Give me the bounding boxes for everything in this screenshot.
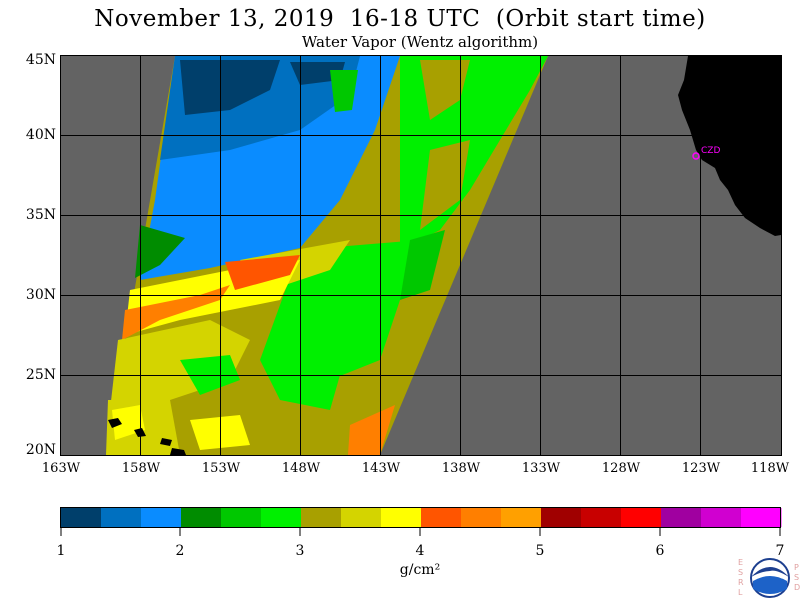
- colorbar-swatch: [741, 508, 782, 527]
- colorbar-unit-label: g/cm²: [399, 562, 441, 578]
- colorbar-swatch: [701, 508, 742, 527]
- lon-label-143w: 143W: [361, 461, 401, 476]
- colorbar-tick-2: 2: [175, 543, 185, 559]
- colorbar-swatch: [141, 508, 182, 527]
- colorbar-swatch: [61, 508, 102, 527]
- lat-label-20n: 20N: [25, 442, 56, 458]
- noaa-emblem-icon: [750, 558, 790, 598]
- colorbar-swatch: [541, 508, 582, 527]
- colorbar-swatch: [501, 508, 542, 527]
- colorbar-tick-6: 6: [655, 543, 665, 559]
- station-czd-marker: [692, 152, 700, 160]
- lon-label-153w: 153W: [201, 461, 241, 476]
- colorbar-swatch: [101, 508, 142, 527]
- lon-label-138w: 138W: [441, 461, 481, 476]
- map-area: [61, 56, 781, 455]
- colorbar-swatch: [181, 508, 222, 527]
- map-subtitle: Water Vapor (Wentz algorithm): [301, 33, 539, 51]
- map-frame: [60, 55, 782, 456]
- lon-label-158w: 158W: [121, 461, 161, 476]
- lon-label-148w: 148W: [281, 461, 321, 476]
- colorbar-swatch: [261, 508, 302, 527]
- map-grid: [61, 56, 781, 455]
- logo-letter-l: L: [738, 588, 743, 597]
- colorbar-swatch: [381, 508, 422, 527]
- logo-letter-d: D: [794, 583, 800, 592]
- colorbar-swatch: [461, 508, 502, 527]
- station-czd-label: CZD: [701, 146, 721, 156]
- lon-label-123w: 123W: [681, 461, 721, 476]
- lon-label-133w: 133W: [521, 461, 561, 476]
- lon-label-118w: 118W: [750, 461, 790, 476]
- logo-letter-e: E: [738, 558, 744, 567]
- colorbar-ticks: [60, 528, 781, 536]
- logo-letter-r: R: [738, 578, 744, 587]
- noaa-logo: E S R L P S D: [736, 557, 800, 600]
- colorbar-swatch: [421, 508, 462, 527]
- lat-label-30n: 30N: [25, 287, 56, 303]
- colorbar-tick-4: 4: [415, 543, 425, 559]
- logo-letter-s: S: [738, 568, 744, 577]
- map-title: November 13, 2019 16-18 UTC (Orbit start…: [94, 6, 706, 32]
- colorbar: [61, 508, 782, 527]
- colorbar-tick-1: 1: [56, 543, 66, 559]
- land-mass: [678, 56, 781, 236]
- lat-label-35n: 35N: [25, 207, 56, 223]
- colorbar-swatch: [581, 508, 622, 527]
- lon-label-128w: 128W: [601, 461, 641, 476]
- colorbar-tick-7: 7: [775, 543, 785, 559]
- lat-label-40n: 40N: [25, 127, 56, 143]
- colorbar-swatch: [341, 508, 382, 527]
- logo-letter-p: P: [794, 563, 799, 572]
- lon-label-163w: 163W: [41, 461, 81, 476]
- colorbar-swatch: [661, 508, 702, 527]
- colorbar-swatch: [621, 508, 662, 527]
- lat-label-25n: 25N: [25, 367, 56, 383]
- colorbar-tick-5: 5: [535, 543, 545, 559]
- logo-letter-s2: S: [794, 573, 800, 582]
- lat-label-45n: 45N: [25, 52, 56, 68]
- colorbar-swatch: [221, 508, 262, 527]
- colorbar-tick-3: 3: [295, 543, 305, 559]
- colorbar-frame: [60, 507, 781, 528]
- colorbar-swatch: [301, 508, 342, 527]
